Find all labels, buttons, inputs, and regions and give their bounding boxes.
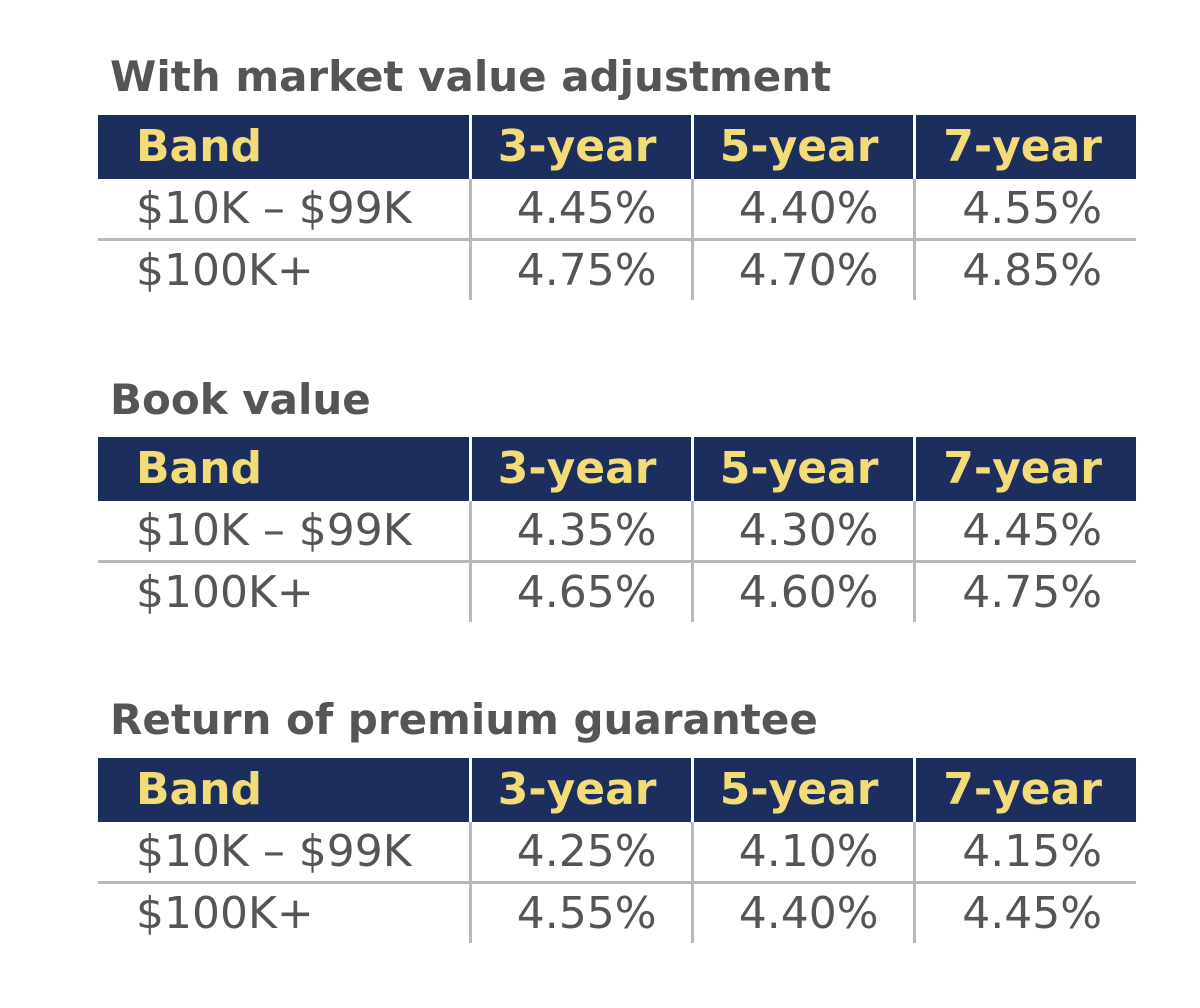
rate-cell-3-year: 4.65% [468, 561, 692, 622]
rate-cell-7-year: 4.85% [912, 239, 1136, 300]
rate-cell-5-year: 4.60% [690, 561, 914, 622]
rate-cell-5-year: 4.10% [690, 822, 914, 884]
rate-cell-5-year: 4.70% [690, 239, 914, 300]
rate-cell-3-year: 4.55% [468, 882, 692, 943]
table-row: $10K – $99K 4.45% 4.40% 4.55% [98, 179, 1136, 241]
band-cell: $100K+ [136, 566, 314, 618]
table-header-row: Band 3-year 5-year 7-year [98, 115, 1136, 179]
section-title: With market value adjustment [110, 52, 832, 101]
table-header-row: Band 3-year 5-year 7-year [98, 758, 1136, 822]
column-header-3-year: 3-year [468, 115, 692, 179]
table-header-row: Band 3-year 5-year 7-year [98, 437, 1136, 501]
section-title: Book value [110, 375, 371, 424]
band-cell: $100K+ [136, 887, 314, 939]
band-cell: $100K+ [136, 244, 314, 296]
table-row: $10K – $99K 4.25% 4.10% 4.15% [98, 822, 1136, 884]
band-cell: $10K – $99K [98, 179, 470, 241]
rate-table: Band 3-year 5-year 7-year $10K – $99K 4.… [98, 758, 1136, 943]
column-header-5-year: 5-year [690, 758, 914, 822]
column-header-3-year: 3-year [468, 437, 692, 501]
rate-cell-5-year: 4.40% [690, 882, 914, 943]
column-header-5-year: 5-year [690, 115, 914, 179]
column-header-band: Band [98, 758, 470, 822]
column-header-3-year: 3-year [468, 758, 692, 822]
band-cell: $10K – $99K [98, 501, 470, 563]
rate-cell-5-year: 4.30% [690, 501, 914, 563]
column-header-7-year: 7-year [912, 758, 1136, 822]
column-header-7-year: 7-year [912, 115, 1136, 179]
rate-table: Band 3-year 5-year 7-year $10K – $99K 4.… [98, 437, 1136, 622]
rate-cell-3-year: 4.25% [468, 822, 692, 884]
rate-table: Band 3-year 5-year 7-year $10K – $99K 4.… [98, 115, 1136, 300]
rate-cell-7-year: 4.45% [912, 501, 1136, 563]
rate-cell-7-year: 4.15% [912, 822, 1136, 884]
column-header-band: Band [98, 115, 470, 179]
rate-cell-5-year: 4.40% [690, 179, 914, 241]
table-row: $100K+ 4.75% 4.70% 4.85% [98, 239, 1136, 300]
rate-cell-3-year: 4.45% [468, 179, 692, 241]
band-cell: $10K – $99K [98, 822, 470, 884]
column-header-band: Band [98, 437, 470, 501]
column-header-7-year: 7-year [912, 437, 1136, 501]
rate-cell-7-year: 4.45% [912, 882, 1136, 943]
rate-cell-3-year: 4.35% [468, 501, 692, 563]
rate-cell-7-year: 4.55% [912, 179, 1136, 241]
table-row: $100K+ 4.55% 4.40% 4.45% [98, 882, 1136, 943]
rate-cell-7-year: 4.75% [912, 561, 1136, 622]
table-row: $10K – $99K 4.35% 4.30% 4.45% [98, 501, 1136, 563]
table-row: $100K+ 4.65% 4.60% 4.75% [98, 561, 1136, 622]
column-header-5-year: 5-year [690, 437, 914, 501]
section-title: Return of premium guarantee [110, 695, 818, 744]
rate-cell-3-year: 4.75% [468, 239, 692, 300]
